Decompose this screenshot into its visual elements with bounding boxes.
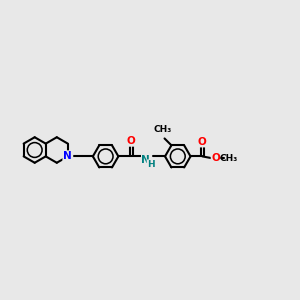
Text: O: O <box>127 136 136 146</box>
Text: O: O <box>198 137 207 147</box>
Text: CH₃: CH₃ <box>220 154 238 163</box>
Text: N: N <box>142 154 150 165</box>
Text: CH₃: CH₃ <box>154 125 172 134</box>
Text: H: H <box>147 160 154 169</box>
Text: N: N <box>64 152 72 161</box>
Text: O: O <box>211 153 220 163</box>
